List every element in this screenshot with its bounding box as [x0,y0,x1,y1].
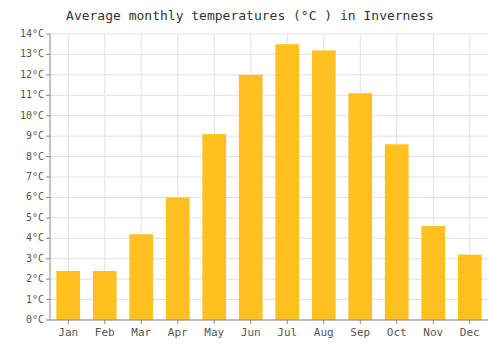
y-tick-label: 9°C [26,130,44,141]
x-tick-label: Jan [58,326,78,339]
x-tick [323,320,324,324]
y-tick [46,136,50,137]
bar [275,44,299,320]
y-tick [46,54,50,55]
y-grid-line [50,156,488,157]
y-tick [46,74,50,75]
y-grid-line [50,95,488,96]
x-tick-label: Jul [277,326,297,339]
bar [312,50,336,320]
x-tick-label: May [204,326,224,339]
x-tick [214,320,215,324]
x-tick-label: Apr [168,326,188,339]
y-grid-line [50,217,488,218]
y-tick-label: 14°C [20,28,44,39]
bar [421,226,445,320]
y-tick-label: 10°C [20,110,44,121]
y-tick-label: 5°C [26,212,44,223]
x-tick [177,320,178,324]
bars [56,44,481,320]
y-tick-label: 0°C [26,314,44,325]
y-tick [46,320,50,321]
y-tick [46,95,50,96]
y-tick [46,238,50,239]
x-tick [104,320,105,324]
y-tick [46,279,50,280]
y-grid-line [50,197,488,198]
y-grid-line [50,34,488,35]
x-tick-label: Sep [350,326,370,339]
y-tick [46,299,50,300]
bar [129,234,153,320]
bar [385,144,409,320]
x-tick [433,320,434,324]
y-tick [46,34,50,35]
y-grid-line [50,54,488,55]
bar [348,93,372,320]
y-tick [46,197,50,198]
y-tick-label: 1°C [26,294,44,305]
y-tick [46,177,50,178]
x-tick-label: Oct [387,326,407,339]
x-tick [287,320,288,324]
y-grid-line [50,177,488,178]
y-tick [46,156,50,157]
y-tick-label: 8°C [26,151,44,162]
y-grid-line [50,74,488,75]
x-axis-line [50,320,488,321]
y-tick [46,217,50,218]
y-tick-label: 13°C [20,48,44,59]
x-tick [469,320,470,324]
x-tick-label: Dec [460,326,480,339]
bar [458,255,482,320]
y-tick-label: 6°C [26,191,44,202]
title: Average monthly temperatures (°C ) in In… [66,8,434,23]
y-tick-label: 2°C [26,273,44,284]
y-tick-label: 12°C [20,69,44,80]
bar [239,75,263,320]
y-tick-label: 11°C [20,89,44,100]
y-grid-line [50,115,488,116]
y-tick-label: 7°C [26,171,44,182]
grid [50,34,488,320]
x-tick-label: Jun [241,326,261,339]
bar [56,271,80,320]
y-grid-line [50,136,488,137]
x-tick [360,320,361,324]
bar [202,134,226,320]
x-tick [396,320,397,324]
x-tick-label: Mar [131,326,151,339]
x-tick-label: Nov [423,326,443,339]
y-tick [46,115,50,116]
bar [93,271,117,320]
bar [166,197,190,320]
x-tick [68,320,69,324]
x-tick [141,320,142,324]
y-tick-label: 3°C [26,253,44,264]
axes: 0°C 1°C 2°C 3°C 4°C 5°C 6°C 7°C 8°C 9°C 10°C 11°C 12… [20,28,488,339]
x-tick-label: Aug [314,326,334,339]
x-tick [250,320,251,324]
x-tick-label: Feb [95,326,115,339]
y-grid-line [50,320,488,321]
chart: 0°C 1°C 2°C 3°C 4°C 5°C 6°C 7°C 8°C 9°C 10°C 11°C 12… [0,0,500,350]
y-tick-label: 4°C [26,232,44,243]
y-tick [46,258,50,259]
